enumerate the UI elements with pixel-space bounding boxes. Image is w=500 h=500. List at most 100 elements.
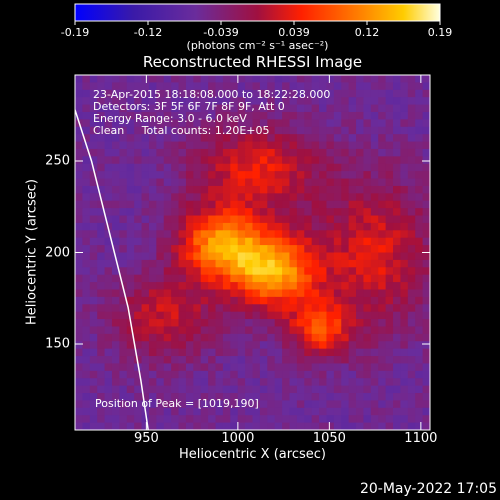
heatmap-cell [178, 422, 187, 430]
heatmap-cell [415, 156, 424, 165]
heatmap-cell [215, 259, 224, 268]
heatmap-cell [171, 237, 180, 246]
heatmap-cell [89, 230, 98, 239]
heatmap-cell [111, 274, 120, 283]
heatmap-cell [341, 274, 350, 283]
heatmap-cell [296, 119, 305, 128]
heatmap-cell [319, 126, 327, 135]
heatmap-cell [304, 134, 313, 143]
heatmap-cell [82, 370, 91, 379]
heatmap-cell [415, 148, 424, 157]
heatmap-cell [326, 230, 335, 239]
heatmap-cell [274, 156, 283, 165]
heatmap-cell [311, 126, 320, 135]
heatmap-cell [252, 259, 261, 268]
heatmap-cell [126, 296, 135, 305]
heatmap-cell [230, 341, 239, 350]
heatmap-cell [208, 148, 217, 157]
heatmap-cell [289, 400, 298, 409]
heatmap-cell [304, 304, 313, 313]
heatmap-cell [378, 171, 387, 180]
heatmap-cell [385, 356, 394, 364]
heatmap-cell [82, 326, 91, 335]
heatmap-cell [222, 245, 231, 253]
heatmap-cell [422, 356, 430, 364]
heatmap-cell [178, 407, 187, 416]
heatmap-cell [97, 341, 106, 350]
heatmap-cell [348, 134, 357, 143]
heatmap-cell [378, 282, 387, 290]
heatmap-cell [230, 274, 239, 283]
heatmap-cell [370, 89, 379, 98]
heatmap-cell [296, 296, 305, 305]
heatmap-cell [171, 348, 180, 357]
heatmap-cell [363, 267, 372, 276]
heatmap-cell [89, 134, 98, 143]
heatmap-cell [119, 267, 128, 276]
heatmap-cell [400, 89, 409, 98]
heatmap-cell [348, 363, 357, 372]
heatmap-cell [200, 407, 209, 416]
heatmap-cell [104, 126, 113, 135]
heatmap-cell [215, 230, 224, 239]
heatmap-cell [163, 119, 172, 128]
heatmap-cell [385, 422, 394, 430]
heatmap-cell [141, 222, 150, 231]
heatmap-cell [422, 370, 430, 379]
heatmap-cell [193, 267, 202, 276]
heatmap-cell [259, 163, 268, 172]
heatmap-cell [156, 407, 165, 416]
heatmap-cell [400, 126, 409, 135]
heatmap-cell [363, 126, 372, 135]
heatmap-cell [119, 156, 128, 165]
heatmap-cell [326, 185, 335, 194]
heatmap-cell [75, 356, 83, 364]
heatmap-cell [89, 111, 98, 120]
heatmap-cell [267, 193, 276, 202]
heatmap-cell [119, 126, 128, 135]
heatmap-cell [126, 252, 135, 261]
heatmap-cell [341, 407, 350, 416]
heatmap-cell [282, 163, 290, 172]
heatmap-cell [97, 156, 106, 165]
heatmap-cell [400, 326, 409, 335]
heatmap-cell [126, 356, 135, 364]
heatmap-cell [222, 200, 231, 209]
heatmap-cell [215, 393, 224, 401]
heatmap-cell [370, 356, 379, 364]
heatmap-cell [185, 289, 194, 298]
heatmap-cell [341, 89, 350, 98]
heatmap-cell [370, 333, 379, 342]
heatmap-cell [126, 148, 135, 157]
heatmap-cell [378, 385, 387, 394]
heatmap-cell [296, 422, 305, 430]
heatmap-cell [252, 97, 261, 106]
heatmap-cell [141, 252, 150, 261]
heatmap-cell [185, 252, 194, 261]
heatmap-cell [274, 171, 283, 180]
heatmap-cell [111, 407, 120, 416]
heatmap-cell [252, 171, 261, 180]
heatmap-cell [237, 193, 246, 202]
heatmap-cell [104, 370, 113, 379]
heatmap-cell [393, 385, 401, 394]
heatmap-cell [193, 422, 202, 430]
heatmap-cell [185, 422, 194, 430]
heatmap-cell [259, 341, 268, 350]
heatmap-cell [407, 134, 416, 143]
heatmap-cell [304, 237, 313, 246]
heatmap-cell [119, 252, 128, 261]
heatmap-cell [348, 75, 357, 83]
heatmap-cell [111, 363, 120, 372]
heatmap-cell [393, 119, 401, 128]
heatmap-cell [282, 363, 290, 372]
heatmap-cell [274, 89, 283, 98]
heatmap-cell [156, 319, 165, 327]
heatmap-cell [126, 111, 135, 120]
heatmap-cell [134, 370, 143, 379]
heatmap-cell [171, 245, 180, 253]
heatmap-cell [274, 215, 283, 224]
heatmap-cell [134, 193, 143, 202]
heatmap-cell [370, 141, 379, 150]
heatmap-cell [370, 289, 379, 298]
